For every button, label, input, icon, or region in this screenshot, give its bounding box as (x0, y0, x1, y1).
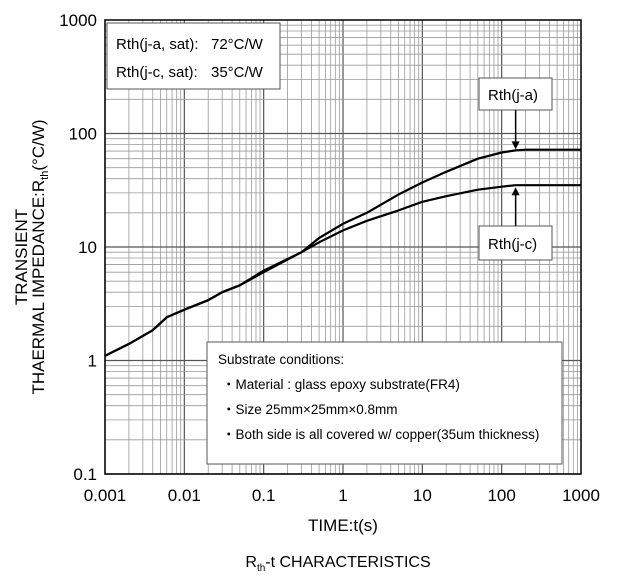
sat-jc-value: 35°C/W (211, 64, 264, 81)
y-tick-label: 1000 (59, 11, 97, 30)
y-tick-label: 1 (88, 352, 97, 371)
series-line-rth-jc (104, 184, 581, 357)
substrate-note-title: Substrate conditions: (218, 352, 344, 367)
x-tick-label: 100 (487, 486, 515, 505)
data-series (104, 148, 581, 357)
x-tick-label: 0.1 (252, 486, 276, 505)
x-tick-label: 0.01 (168, 486, 201, 505)
x-axis-label: TIME:t(s) (308, 516, 378, 535)
chart-title: Rth-t CHARACTERISTICS (245, 554, 430, 574)
substrate-note-line: ・Material : glass epoxy substrate(FR4) (222, 377, 460, 392)
annotation-rth-jc-box (478, 225, 553, 261)
y-tick-label: 100 (69, 125, 97, 144)
axis-tick-labels: 0.001 0.01 0.1 1 10 100 1000 1000 100 10 1 0.1 (59, 11, 600, 505)
y-axis-label-line1: TRANSIENT (12, 209, 31, 305)
y-tick-label: 0.1 (73, 465, 97, 484)
x-tick-label: 1000 (562, 486, 600, 505)
annotation-rth-jc-arrowhead (511, 187, 520, 196)
x-tick-label: 1 (338, 486, 347, 505)
plot-frame (104, 19, 582, 475)
annotation-rth-jc: Rth(j-c) (478, 187, 553, 261)
annotation-rth-jc-label: Rth(j-c) (488, 236, 537, 253)
annotation-rth-ja-arrowhead (511, 141, 520, 150)
sat-ja-value: 72°C/W (211, 36, 264, 53)
substrate-conditions-note: Substrate conditions: ・Material : glass … (206, 341, 563, 465)
annotation-rth-ja-label: Rth(j-a) (488, 87, 538, 104)
x-tick-label: 10 (413, 486, 432, 505)
substrate-note-frame (206, 341, 563, 465)
saturation-values-box: Rth(j-a, sat): 72°C/W Rth(j-c, sat): 35°… (106, 22, 281, 90)
y-axis-label-line2: THAERMAL IMPEDANCE:Rth(°C/W) (29, 119, 51, 394)
y-tick-label: 10 (78, 238, 97, 257)
y-axis-label: TRANSIENT THAERMAL IMPEDANCE:Rth(°C/W) (12, 119, 51, 394)
annotation-rth-ja: Rth(j-a) (478, 77, 553, 150)
substrate-note-line: ・Both side is all covered w/ copper(35um… (222, 427, 539, 442)
sat-ja-label: Rth(j-a, sat): (116, 36, 199, 53)
x-tick-label: 0.001 (84, 486, 127, 505)
saturation-box-frame (106, 22, 281, 90)
sat-jc-label: Rth(j-c, sat): (116, 64, 198, 81)
substrate-note-line: ・Size 25mm×25mm×0.8mm (222, 402, 398, 417)
